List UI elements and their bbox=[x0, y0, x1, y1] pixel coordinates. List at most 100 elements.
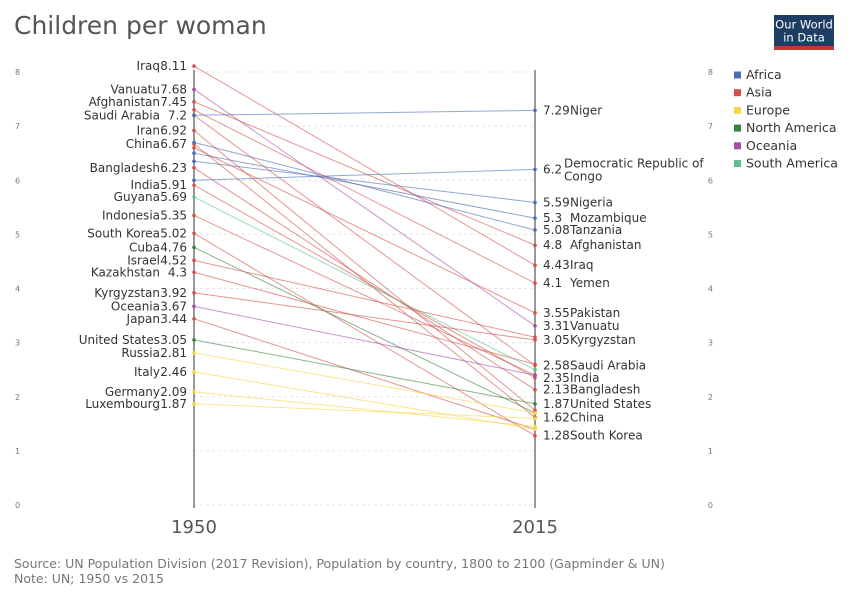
label-value-2015: 7.29 bbox=[543, 103, 570, 117]
label-value-1950: 8.11 bbox=[160, 59, 187, 73]
label-name-2015: Saudi Arabia bbox=[570, 358, 646, 372]
legend-label: Africa bbox=[746, 67, 782, 82]
label-name-1950: Afghanistan bbox=[89, 95, 160, 109]
y-tick-label-right: 4 bbox=[708, 285, 713, 294]
series-line bbox=[193, 339, 536, 405]
series-line bbox=[193, 152, 536, 219]
y-tick-label-left: 5 bbox=[15, 230, 20, 239]
point-2015 bbox=[533, 324, 537, 328]
label-name-2015: Mozambique bbox=[570, 211, 647, 225]
label-value-1950: 7.2 bbox=[168, 108, 187, 122]
label-name-1950: Iraq bbox=[137, 59, 160, 73]
series-line bbox=[193, 305, 536, 376]
point-1950 bbox=[192, 338, 196, 342]
point-1950 bbox=[192, 108, 196, 112]
label-value-1950: 7.45 bbox=[160, 95, 187, 109]
label-value-1950: 5.91 bbox=[160, 178, 187, 192]
series-line bbox=[193, 391, 536, 428]
y-tick-label-right: 7 bbox=[708, 122, 713, 131]
footer-note: Note: UN; 1950 vs 2015 bbox=[14, 571, 164, 586]
series-line bbox=[193, 196, 536, 371]
point-2015 bbox=[533, 167, 537, 172]
label-value-1950: 1.87 bbox=[160, 397, 187, 411]
label-value-2015: 2.35 bbox=[543, 371, 570, 385]
series-line bbox=[193, 292, 536, 341]
legend-label: Europe bbox=[746, 102, 790, 117]
point-1950 bbox=[192, 401, 196, 406]
legend-swatch bbox=[734, 71, 741, 79]
point-2015 bbox=[533, 373, 537, 377]
series-line bbox=[193, 141, 536, 231]
label-value-1950: 5.35 bbox=[160, 208, 187, 222]
point-2015 bbox=[533, 408, 537, 413]
label-value-2015: 1.62 bbox=[543, 410, 570, 424]
label-name-2015: South Korea bbox=[570, 429, 643, 443]
label-name-1950: Bangladesh bbox=[90, 161, 160, 175]
label-value-1950: 2.09 bbox=[160, 385, 187, 399]
point-2015 bbox=[533, 243, 537, 247]
y-tick-label-left: 7 bbox=[15, 122, 20, 131]
time-label-1950: 1950 bbox=[171, 517, 217, 538]
point-1950 bbox=[192, 159, 196, 164]
logo-line1: Our World bbox=[775, 18, 833, 32]
point-1950 bbox=[192, 166, 196, 170]
point-1950 bbox=[192, 64, 196, 68]
legend-swatch bbox=[734, 160, 741, 167]
label-name-2015: Afghanistan bbox=[570, 238, 641, 252]
y-tick-label-left: 0 bbox=[15, 501, 20, 510]
label-value-1950: 5.69 bbox=[160, 190, 187, 204]
point-1950 bbox=[192, 390, 196, 394]
point-1950 bbox=[192, 99, 196, 104]
label-value-2015: 6.2 bbox=[543, 162, 562, 176]
point-1950 bbox=[192, 183, 196, 187]
legend-label: Oceania bbox=[746, 138, 797, 153]
series-line bbox=[193, 352, 536, 414]
series-line bbox=[193, 214, 536, 376]
point-1950 bbox=[192, 145, 196, 150]
series-line bbox=[193, 168, 536, 181]
point-1950 bbox=[192, 213, 196, 218]
label-name-2015: Democratic Republic of Congo bbox=[564, 156, 704, 183]
point-2015 bbox=[533, 433, 537, 438]
label-name-2015: Nigeria bbox=[570, 195, 613, 209]
y-tick-label-left: 2 bbox=[15, 393, 20, 402]
label-value-1950: 2.46 bbox=[160, 365, 187, 379]
label-value-2015: 5.59 bbox=[543, 195, 570, 209]
owid-logo: Our World in Data bbox=[774, 15, 834, 50]
label-name-1950: Indonesia bbox=[102, 208, 160, 222]
y-tick-label-left: 4 bbox=[15, 285, 20, 294]
y-tick-label-right: 1 bbox=[708, 447, 713, 456]
label-name-1950: Japan bbox=[126, 312, 160, 326]
series-line bbox=[193, 160, 536, 203]
label-value-2015: 3.55 bbox=[543, 306, 570, 320]
label-name-2015: Kyrgyzstan bbox=[570, 333, 636, 347]
label-name-1950: Oceania bbox=[111, 299, 160, 313]
point-1950 bbox=[192, 370, 196, 374]
series-line bbox=[193, 88, 536, 327]
label-value-2015: 3.31 bbox=[543, 319, 570, 333]
point-2015 bbox=[533, 367, 537, 372]
label-name-2015: Vanuatu bbox=[570, 319, 620, 333]
chart-title: Children per woman bbox=[14, 11, 267, 40]
label-name-1950: Cuba bbox=[129, 240, 160, 254]
label-value-1950: 5.02 bbox=[160, 226, 187, 240]
series-line bbox=[193, 246, 536, 414]
point-1950 bbox=[192, 140, 196, 145]
label-name-line: Congo bbox=[564, 169, 602, 183]
label-name-1950: Russia bbox=[121, 346, 160, 360]
label-value-1950: 3.67 bbox=[160, 299, 187, 313]
point-1950 bbox=[192, 113, 196, 118]
label-value-2015: 1.87 bbox=[543, 397, 570, 411]
legend-swatch bbox=[734, 124, 741, 132]
label-name-1950: Israel bbox=[127, 253, 160, 267]
series-line bbox=[193, 65, 536, 266]
legend-label: South America bbox=[746, 156, 838, 171]
label-name-2015: Tanzania bbox=[569, 223, 622, 237]
point-2015 bbox=[533, 411, 537, 415]
label-value-2015: 4.43 bbox=[543, 258, 570, 272]
point-1950 bbox=[192, 317, 196, 321]
label-name-2015: Pakistan bbox=[570, 306, 620, 320]
label-value-1950: 4.52 bbox=[160, 253, 187, 267]
point-1950 bbox=[192, 270, 196, 275]
point-2015 bbox=[533, 263, 537, 268]
